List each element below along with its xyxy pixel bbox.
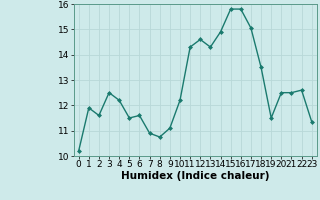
- X-axis label: Humidex (Indice chaleur): Humidex (Indice chaleur): [121, 171, 269, 181]
